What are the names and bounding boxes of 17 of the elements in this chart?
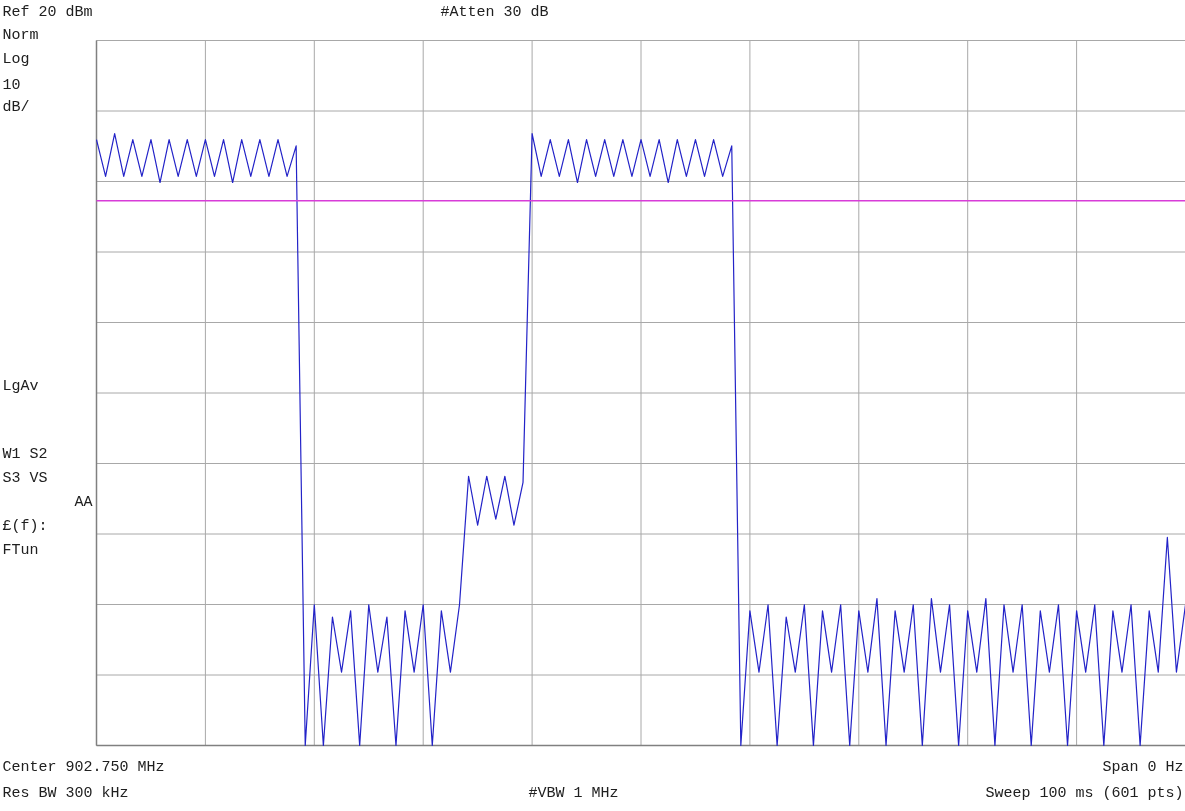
text: S3 VS xyxy=(2,470,48,487)
text: £(f): xyxy=(2,518,48,535)
text: FTun xyxy=(2,542,39,559)
text: Norm xyxy=(2,27,39,44)
text: 10 xyxy=(2,76,21,94)
text: W1 S2 xyxy=(2,446,48,463)
text: AA xyxy=(74,494,93,511)
text: Sweep 100 ms (601 pts) xyxy=(985,785,1184,802)
text: Ref 20 dBm xyxy=(2,4,93,21)
text: #Atten 30 dB xyxy=(440,4,549,21)
text: dB/ xyxy=(2,99,30,116)
text: Center 902.750 MHz xyxy=(2,759,165,776)
text: LgAv xyxy=(2,378,39,395)
text: #VBW 1 MHz xyxy=(528,785,619,802)
text: Log xyxy=(2,51,30,68)
text: Span 0 Hz xyxy=(1102,759,1184,776)
text: Res BW 300 kHz xyxy=(2,785,129,802)
